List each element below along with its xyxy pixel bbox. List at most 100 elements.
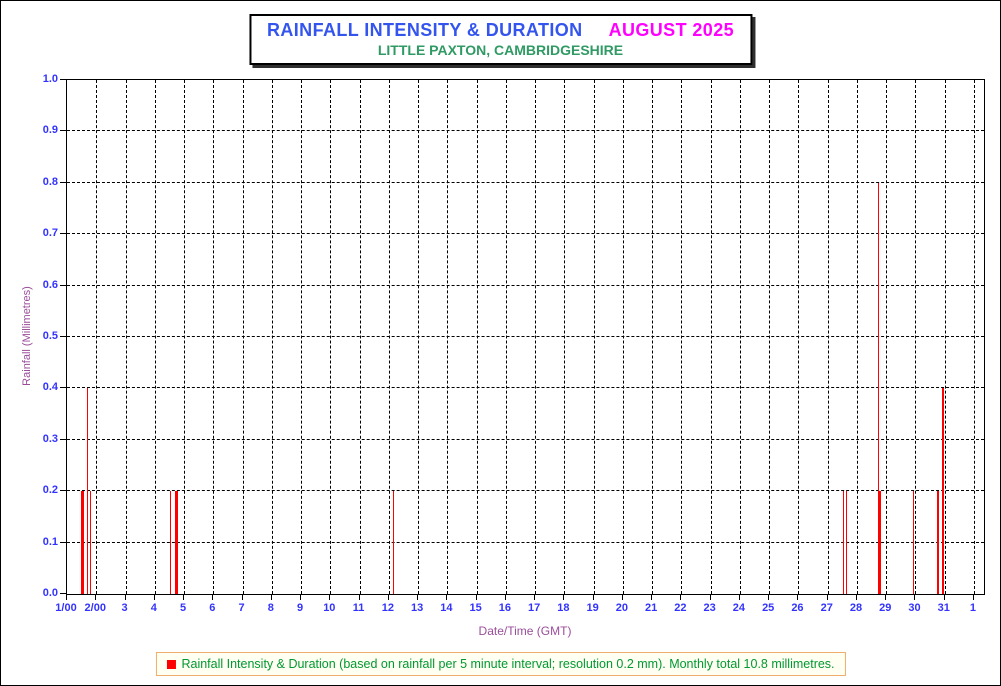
y-axis-tick — [60, 490, 66, 492]
x-axis-title: Date/Time (GMT) — [478, 624, 572, 638]
rainfall-bar — [942, 388, 944, 594]
x-axis-tick — [885, 595, 887, 600]
rainfall-bar — [86, 388, 89, 594]
y-tick-label: 0.8 — [42, 175, 58, 188]
x-axis-tick — [914, 595, 916, 600]
v-gridline — [973, 80, 975, 594]
y-axis-tick — [60, 387, 66, 389]
y-tick-label: 0.6 — [42, 278, 58, 291]
h-gridline — [67, 284, 984, 286]
rainfall-bar — [879, 491, 881, 594]
rainfall-bar — [877, 182, 880, 594]
x-axis-tick — [855, 595, 857, 600]
x-axis-tick — [124, 595, 126, 600]
y-tick-label: 0.2 — [42, 484, 58, 497]
y-tick-label: 0.9 — [42, 124, 58, 137]
legend-marker-icon — [166, 659, 176, 669]
v-gridline — [739, 80, 741, 594]
x-tick-label: 6 — [209, 602, 216, 614]
rainfall-bar — [89, 491, 92, 594]
v-gridline — [476, 80, 478, 594]
v-gridline — [652, 80, 654, 594]
x-tick-label: 31 — [937, 602, 950, 614]
h-gridline — [67, 387, 984, 389]
x-tick-label: 29 — [879, 602, 892, 614]
x-tick-label: 23 — [703, 602, 716, 614]
y-tick-label: 0.1 — [42, 535, 58, 548]
v-gridline — [125, 80, 127, 594]
chart-location: LITTLE PAXTON, CAMBRIDGESHIRE — [377, 42, 624, 58]
y-axis-tick — [60, 284, 66, 286]
x-axis-tick — [241, 595, 243, 600]
v-gridline — [856, 80, 858, 594]
x-tick-label: 2/00 — [84, 602, 106, 614]
v-gridline — [271, 80, 273, 594]
x-tick-label: 11 — [352, 602, 365, 614]
rainfall-bar — [937, 491, 939, 594]
x-axis-tick — [621, 595, 623, 600]
x-tick-label: 8 — [267, 602, 274, 614]
x-tick-label: 30 — [908, 602, 921, 614]
x-tick-label: 12 — [381, 602, 394, 614]
x-tick-label: 21 — [645, 602, 658, 614]
chart-title-line: RAINFALL INTENSITY & DURATION AUGUST 2025 — [267, 20, 734, 41]
x-axis-tick — [797, 595, 799, 600]
v-gridline — [769, 80, 771, 594]
v-gridline — [593, 80, 595, 594]
x-tick-label: 10 — [323, 602, 336, 614]
y-axis-tick — [60, 79, 66, 80]
x-axis-tick — [183, 595, 185, 600]
v-gridline — [184, 80, 186, 594]
y-tick-label: 1.0 — [42, 73, 58, 85]
x-axis-tick — [592, 595, 594, 600]
x-axis-tick — [417, 595, 419, 600]
x-axis-tick — [972, 595, 974, 600]
v-gridline — [418, 80, 420, 594]
v-gridline — [330, 80, 332, 594]
v-gridline — [827, 80, 829, 594]
v-gridline — [622, 80, 624, 594]
v-gridline — [535, 80, 537, 594]
rainfall-bar — [81, 491, 85, 594]
h-gridline — [67, 541, 984, 543]
x-axis-tick — [329, 595, 331, 600]
x-axis-tick — [475, 595, 477, 600]
rainfall-bar — [845, 491, 848, 594]
x-axis-tick — [358, 595, 360, 600]
legend-text: Rainfall Intensity & Duration (based on … — [181, 657, 835, 671]
x-tick-label: 28 — [849, 602, 863, 614]
y-axis-tick — [60, 181, 66, 183]
x-tick-label: 24 — [732, 602, 746, 614]
x-tick-label: 25 — [762, 602, 775, 614]
h-gridline — [67, 336, 984, 337]
v-gridline — [96, 80, 98, 594]
x-axis-tick — [446, 595, 448, 600]
v-gridline — [681, 80, 683, 594]
x-axis-tick — [212, 595, 214, 600]
legend-box: Rainfall Intensity & Duration (based on … — [155, 652, 846, 676]
x-tick-label: 13 — [410, 602, 424, 614]
x-tick-label: 1 — [969, 602, 977, 614]
x-tick-label: 27 — [820, 602, 833, 614]
y-axis-tick — [60, 336, 66, 337]
rainfall-bar — [174, 491, 178, 594]
v-gridline — [388, 80, 390, 594]
y-tick-label: 0.5 — [42, 330, 58, 342]
x-tick-label: 17 — [528, 602, 541, 614]
v-gridline — [154, 80, 156, 594]
x-tick-label: 26 — [791, 602, 804, 614]
v-gridline — [213, 80, 215, 594]
x-tick-label: 7 — [238, 602, 245, 614]
x-axis-tick — [738, 595, 740, 600]
h-gridline — [67, 130, 984, 132]
rainfall-bar — [392, 491, 395, 594]
h-gridline — [67, 181, 984, 183]
v-gridline — [564, 80, 566, 594]
v-gridline — [242, 80, 244, 594]
chart-title: RAINFALL INTENSITY & DURATION — [266, 20, 583, 40]
chart-period: AUGUST 2025 — [608, 20, 735, 40]
x-axis-tick — [387, 595, 389, 600]
x-tick-label: 18 — [557, 602, 570, 614]
y-axis-tick — [60, 438, 66, 440]
v-gridline — [505, 80, 507, 594]
